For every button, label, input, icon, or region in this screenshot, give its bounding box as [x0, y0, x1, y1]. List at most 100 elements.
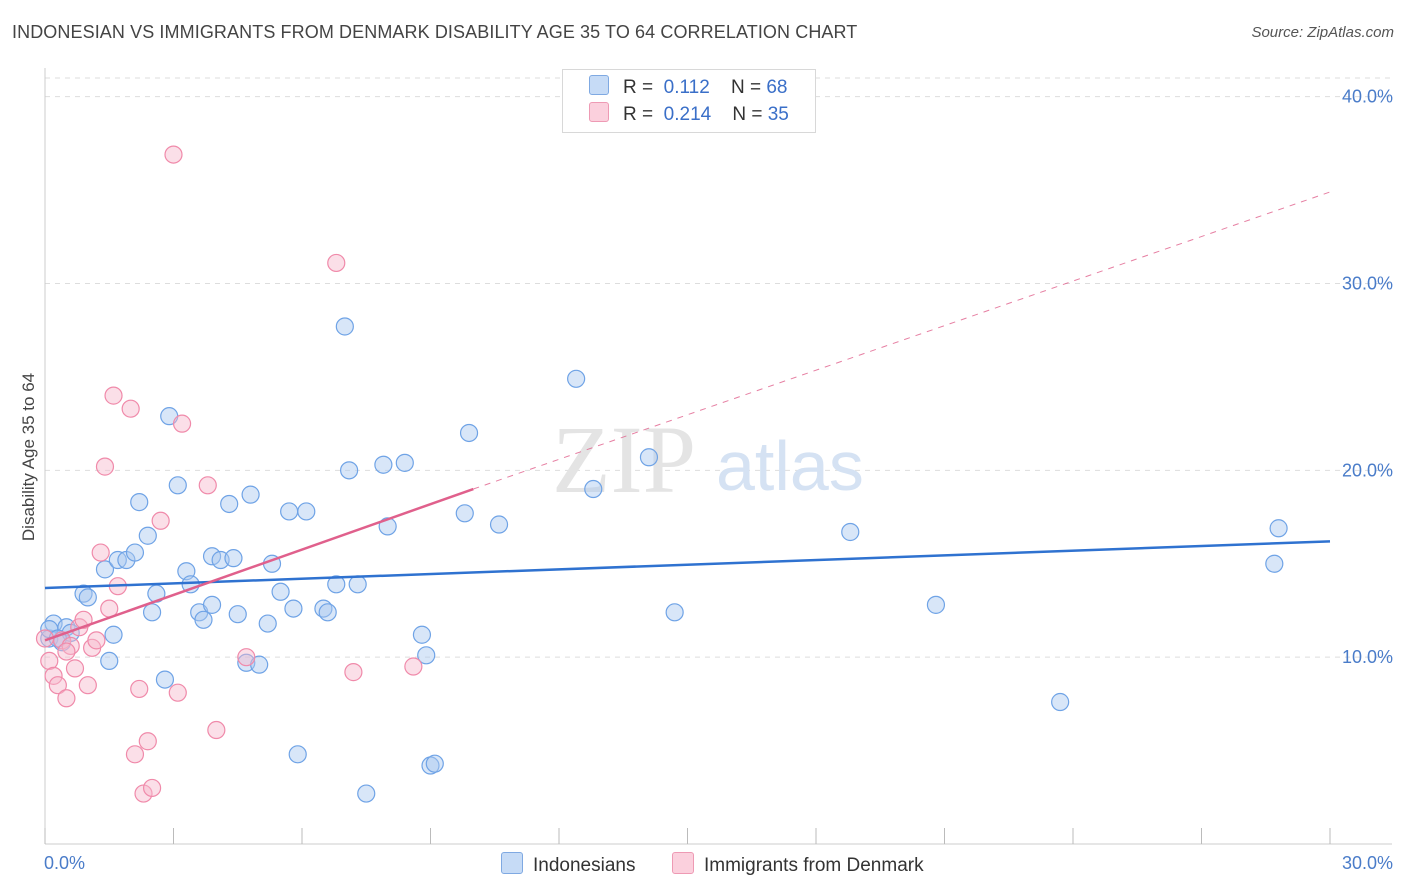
indonesian-point — [284, 599, 303, 618]
indonesians-trendline — [44, 540, 1331, 590]
indonesian-point — [224, 549, 243, 568]
legend-swatch-denmark — [672, 852, 694, 874]
denmark-point — [164, 145, 183, 164]
indonesian-point — [318, 603, 337, 622]
indonesian-point — [202, 595, 222, 614]
points-layer — [35, 145, 1288, 803]
legend-label: Indonesians — [533, 855, 636, 876]
indonesian-point — [78, 588, 97, 607]
indonesian-point — [168, 476, 187, 495]
denmark-point — [121, 399, 140, 418]
indonesian-point — [288, 745, 307, 764]
indonesian-point — [374, 455, 393, 474]
indonesian-point — [271, 582, 290, 601]
legend-row-denmark: R = 0.214 N = 35 — [589, 102, 789, 128]
denmark-point — [142, 778, 162, 798]
indonesian-point — [228, 605, 247, 624]
indonesian-point — [584, 479, 603, 499]
y-tick-label: 10.0% — [1342, 647, 1393, 667]
indonesian-point — [395, 453, 414, 472]
indonesian-point — [348, 575, 367, 594]
axis-layer: 10.0% 20.0% 30.0% 40.0% 0.0% 30.0% — [44, 68, 1393, 873]
indonesian-point — [567, 369, 586, 388]
denmark-point — [57, 689, 76, 708]
indonesian-point — [95, 560, 115, 579]
legend-swatch-denmark — [589, 102, 609, 122]
legend-n-value: 68 — [766, 77, 788, 98]
y-axis-label: Disability Age 35 to 64 — [19, 373, 38, 541]
denmark-point — [344, 663, 363, 682]
denmark-point — [78, 676, 97, 695]
indonesian-point — [357, 784, 376, 803]
indonesian-point — [100, 651, 119, 671]
legend-r-label: R = — [623, 104, 654, 125]
denmark-point — [91, 543, 110, 562]
x-tick-label: 0.0% — [44, 853, 85, 873]
denmark-point — [87, 631, 106, 650]
indonesian-point — [425, 754, 444, 773]
indonesian-point — [280, 502, 299, 521]
legend-label: Immigrants from Denmark — [704, 855, 924, 876]
denmark-point — [104, 386, 123, 405]
indonesian-point — [459, 423, 479, 443]
denmark-point — [138, 732, 157, 751]
denmark-point — [57, 642, 76, 661]
source-label: Source: ZipAtlas.com — [1251, 24, 1394, 41]
legend-n-label: N = — [730, 77, 762, 98]
indonesian-point — [926, 595, 946, 614]
denmark-point — [172, 414, 192, 433]
denmark-point — [237, 648, 256, 667]
indonesian-point — [455, 504, 474, 523]
indonesian-point — [194, 610, 213, 629]
indonesian-point — [639, 448, 659, 467]
series-legend: Indonesians Immigrants from Denmark — [0, 852, 1406, 878]
y-tick-label: 40.0% — [1342, 87, 1393, 107]
denmark-point — [327, 253, 346, 273]
legend-n-value: 35 — [767, 104, 789, 125]
indonesian-point — [138, 526, 157, 545]
legend-r-value: 0.214 — [663, 104, 712, 125]
indonesian-point — [241, 485, 260, 504]
denmark-point — [130, 679, 149, 699]
denmark-trendline-extension — [473, 191, 1331, 490]
denmark-point — [40, 651, 59, 671]
indonesian-point — [841, 522, 860, 542]
legend-row-indonesians: R = 0.112 N = 68 — [589, 75, 787, 101]
indonesian-point — [340, 461, 359, 480]
watermark: ZIP atlas — [552, 406, 864, 513]
chart-title: INDONESIAN VS IMMIGRANTS FROM DENMARK DI… — [12, 22, 858, 42]
denmark-trendline — [44, 487, 474, 642]
y-tick-label: 30.0% — [1342, 274, 1393, 294]
legend-swatch-indonesians — [501, 852, 523, 874]
indonesian-point — [417, 646, 436, 665]
legend-r-label: R = — [623, 77, 654, 98]
indonesian-point — [1051, 692, 1070, 712]
indonesian-point — [104, 625, 123, 644]
denmark-point — [198, 476, 217, 495]
indonesian-point — [1265, 554, 1284, 573]
watermark-atlas: atlas — [716, 427, 864, 505]
indonesian-point — [297, 502, 316, 521]
indonesian-point — [142, 603, 162, 622]
denmark-point — [207, 720, 226, 740]
indonesian-point — [258, 614, 277, 633]
denmark-point — [151, 511, 170, 530]
indonesian-point — [665, 603, 684, 622]
x-tick-label: 30.0% — [1342, 853, 1393, 873]
denmark-point — [95, 457, 115, 476]
indonesian-point — [155, 670, 175, 689]
indonesian-point — [412, 625, 432, 644]
indonesian-point — [335, 317, 354, 336]
trend-layer — [44, 191, 1331, 642]
indonesian-point — [220, 494, 239, 514]
legend-item-indonesians: Indonesians — [501, 852, 635, 877]
denmark-point — [48, 676, 67, 695]
indonesian-point — [125, 543, 145, 562]
denmark-point — [44, 666, 63, 685]
watermark-zip: ZIP — [552, 406, 696, 513]
legend-item-denmark: Immigrants from Denmark — [672, 852, 924, 877]
indonesian-point — [327, 575, 346, 594]
indonesian-point — [1269, 519, 1288, 538]
denmark-point — [168, 683, 187, 702]
